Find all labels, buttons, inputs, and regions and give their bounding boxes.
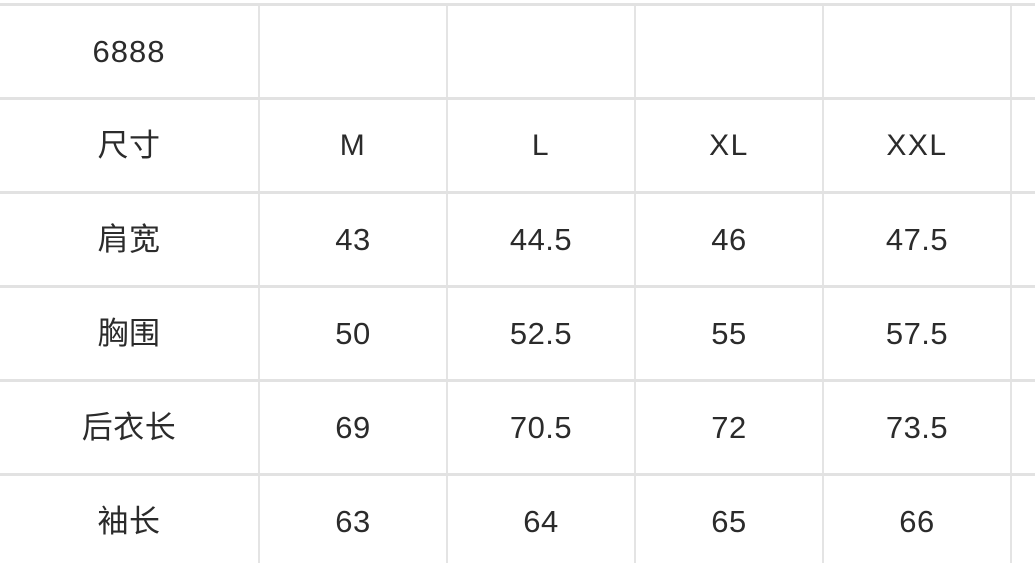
cell-back-length-m: 69 bbox=[258, 379, 448, 476]
row-label-shoulder-width: 肩宽 bbox=[0, 191, 260, 288]
cell-chest-xxl: 57.5 bbox=[822, 285, 1012, 382]
header-size-m: M bbox=[258, 97, 448, 194]
cell-shoulder-width-xxl: 47.5 bbox=[822, 191, 1012, 288]
cell-sleeve-length-xxl: 66 bbox=[822, 473, 1012, 563]
cell-shoulder-width-l: 44.5 bbox=[446, 191, 636, 288]
table-row: 肩宽 43 44.5 46 47.5 bbox=[0, 191, 1035, 288]
cell-back-length-xl: 72 bbox=[634, 379, 824, 476]
table-row: 后衣长 69 70.5 72 73.5 bbox=[0, 379, 1035, 476]
header-size-xl: XL bbox=[634, 97, 824, 194]
title-empty-cell-3 bbox=[634, 3, 824, 100]
cell-shoulder-width-m: 43 bbox=[258, 191, 448, 288]
cell-chest-m: 50 bbox=[258, 285, 448, 382]
table-row: 袖长 63 64 65 66 bbox=[0, 473, 1035, 563]
cell-back-length-overflow bbox=[1010, 379, 1035, 476]
style-number-cell: 6888 bbox=[0, 3, 260, 100]
row-label-chest: 胸围 bbox=[0, 285, 260, 382]
cell-sleeve-length-overflow bbox=[1010, 473, 1035, 563]
cell-back-length-l: 70.5 bbox=[446, 379, 636, 476]
title-empty-cell-5 bbox=[1010, 3, 1035, 100]
cell-chest-overflow bbox=[1010, 285, 1035, 382]
cell-sleeve-length-l: 64 bbox=[446, 473, 636, 563]
table-row: 胸围 50 52.5 55 57.5 bbox=[0, 285, 1035, 382]
header-size-xxl: XXL bbox=[822, 97, 1012, 194]
row-label-back-length: 后衣长 bbox=[0, 379, 260, 476]
cell-shoulder-width-xl: 46 bbox=[634, 191, 824, 288]
title-empty-cell-4 bbox=[822, 3, 1012, 100]
table-row-title: 6888 bbox=[0, 3, 1035, 100]
size-chart-table: 6888 尺寸 M L XL XXL 肩宽 43 44.5 bbox=[0, 3, 1035, 563]
row-label-sleeve-length: 袖长 bbox=[0, 473, 260, 563]
cell-chest-l: 52.5 bbox=[446, 285, 636, 382]
cell-sleeve-length-xl: 65 bbox=[634, 473, 824, 563]
title-empty-cell-2 bbox=[446, 3, 636, 100]
cell-back-length-xxl: 73.5 bbox=[822, 379, 1012, 476]
cell-shoulder-width-overflow bbox=[1010, 191, 1035, 288]
header-overflow-cell bbox=[1010, 97, 1035, 194]
title-empty-cell-1 bbox=[258, 3, 448, 100]
header-size-l: L bbox=[446, 97, 636, 194]
cell-chest-xl: 55 bbox=[634, 285, 824, 382]
header-label-cell: 尺寸 bbox=[0, 97, 260, 194]
table-row-header: 尺寸 M L XL XXL bbox=[0, 97, 1035, 194]
cell-sleeve-length-m: 63 bbox=[258, 473, 448, 563]
